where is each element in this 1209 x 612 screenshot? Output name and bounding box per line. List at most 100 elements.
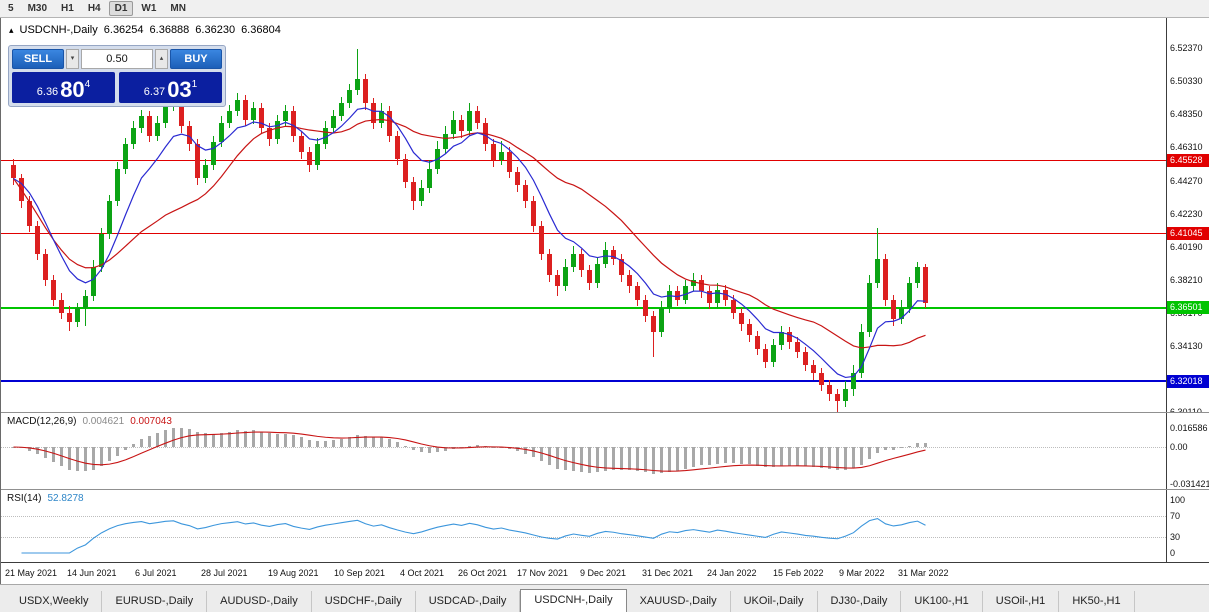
price-plot-area[interactable]: ▴ USDCNH-,Daily 6.36254 6.36888 6.36230 … xyxy=(1,18,1167,412)
rsi-plot-area[interactable]: RSI(14) 52.8278 xyxy=(1,490,1167,562)
tab-audusd-daily[interactable]: AUDUSD-,Daily xyxy=(207,591,312,612)
candle-body xyxy=(587,270,592,284)
macd-histogram-bar xyxy=(444,447,447,451)
candle-body xyxy=(627,274,632,287)
macd-histogram-bar xyxy=(308,439,311,447)
timeframe-button-mn[interactable]: MN xyxy=(170,3,186,14)
buy-price-box[interactable]: 6.37 03 1 xyxy=(119,72,222,103)
macd-histogram-bar xyxy=(604,447,607,471)
timeframe-button-h1[interactable]: H1 xyxy=(61,3,74,14)
timeframe-button-5[interactable]: 5 xyxy=(8,3,14,14)
time-axis: 21 May 2021 14 Jun 2021 6 Jul 2021 28 Jul 2… xyxy=(1,563,1209,584)
tab-usdchf-daily[interactable]: USDCHF-,Daily xyxy=(312,591,416,612)
tab-usdcnh-daily[interactable]: USDCNH-,Daily xyxy=(520,589,627,612)
price-tick: 6.52370 xyxy=(1170,43,1203,54)
volume-decrease-button[interactable]: ▾ xyxy=(66,49,79,69)
candle-body xyxy=(307,152,312,166)
macd-histogram-bar xyxy=(124,447,127,450)
macd-histogram-bar xyxy=(516,447,519,452)
macd-histogram-bar xyxy=(916,442,919,447)
macd-histogram-bar xyxy=(436,447,439,453)
timeframe-toolbar: 5 M30 H1 H4 D1 W1 MN xyxy=(0,0,1209,18)
macd-histogram-bar xyxy=(620,447,623,470)
candle-body xyxy=(755,335,760,349)
tab-eurusd-daily[interactable]: EURUSD-,Daily xyxy=(102,591,208,612)
macd-signal-svg xyxy=(13,431,926,472)
macd-histogram-bar xyxy=(180,427,183,447)
candle-body xyxy=(219,122,224,143)
tab-dj30-daily[interactable]: DJ30-,Daily xyxy=(818,591,902,612)
macd-axis-tick: 0.00 xyxy=(1170,442,1188,452)
macd-histogram-bar xyxy=(804,447,807,467)
macd-histogram-bar xyxy=(500,447,503,448)
tab-hk50-h1[interactable]: HK50-,H1 xyxy=(1059,591,1135,612)
rsi-axis: 100 70 30 0 xyxy=(1167,490,1209,562)
macd-histogram-bar xyxy=(524,447,527,454)
macd-histogram-bar xyxy=(12,447,15,448)
macd-histogram-bar xyxy=(468,445,471,447)
price-level-line[interactable] xyxy=(1,232,1166,234)
macd-histogram-bar xyxy=(348,437,351,447)
date-label: 31 Dec 2021 xyxy=(642,568,694,578)
candle-body xyxy=(619,258,624,275)
tab-xauusd-daily[interactable]: XAUUSD-,Daily xyxy=(627,591,731,612)
price-level-line[interactable] xyxy=(1,380,1166,383)
timeframe-button-d1[interactable]: D1 xyxy=(108,1,134,16)
candle-body xyxy=(883,258,888,300)
price-chart-panel[interactable]: ▴ USDCNH-,Daily 6.36254 6.36888 6.36230 … xyxy=(1,18,1209,413)
timeframe-button-h4[interactable]: H4 xyxy=(87,3,101,14)
macd-histogram-bar xyxy=(364,435,367,447)
candle-body xyxy=(891,299,896,320)
timeframe-button-w1[interactable]: W1 xyxy=(141,3,157,14)
candle-body xyxy=(555,274,560,287)
price-axis: 6.52370 6.50330 6.48350 6.46310 6.44270 6.422… xyxy=(1167,18,1209,412)
candle-body xyxy=(115,168,120,202)
macd-histogram-bar xyxy=(100,447,103,467)
macd-histogram-bar xyxy=(668,447,671,472)
sell-price-big: 80 xyxy=(60,77,85,102)
macd-histogram-bar xyxy=(820,447,823,468)
macd-histogram-bar xyxy=(60,447,63,467)
tab-uk100-h1[interactable]: UK100-,H1 xyxy=(901,591,983,612)
date-label: 21 May 2021 xyxy=(5,568,58,578)
date-label: 15 Feb 2022 xyxy=(773,568,824,578)
tab-usdx-weekly[interactable]: USDX,Weekly xyxy=(6,591,103,612)
date-label: 17 Nov 2021 xyxy=(517,568,569,578)
macd-histogram-bar xyxy=(300,437,303,447)
price-tick: 6.44270 xyxy=(1170,175,1203,186)
macd-histogram-bar xyxy=(852,447,855,469)
macd-histogram-bar xyxy=(396,442,399,447)
price-level-line[interactable] xyxy=(1,306,1166,309)
tab-usdcad-daily[interactable]: USDCAD-,Daily xyxy=(416,591,521,612)
macd-histogram-bar xyxy=(796,447,799,466)
candle-body xyxy=(595,263,600,284)
macd-plot-area[interactable]: MACD(12,26,9) 0.004621 0.007043 xyxy=(1,413,1167,489)
macd-histogram-bar xyxy=(316,440,319,447)
macd-signal-value: 0.007043 xyxy=(130,416,172,427)
tab-usoil-h1[interactable]: USOil-,H1 xyxy=(983,591,1060,612)
chart-header: ▴ USDCNH-,Daily 6.36254 6.36888 6.36230 … xyxy=(9,24,281,36)
macd-histogram-bar xyxy=(700,447,703,466)
candle-body xyxy=(731,299,736,313)
timeframe-button-m30[interactable]: M30 xyxy=(27,3,48,14)
macd-histogram-bar xyxy=(828,447,831,469)
price-tick: 6.50330 xyxy=(1170,76,1203,87)
rsi-indicator-panel[interactable]: RSI(14) 52.8278 100 70 30 0 xyxy=(1,490,1209,563)
price-level-line[interactable] xyxy=(1,159,1166,161)
buy-button[interactable]: BUY xyxy=(170,49,222,69)
one-click-trading-widget: SELL ▾ 0.50 ▴ BUY 6.36 80 4 6.37 03 1 xyxy=(8,45,226,107)
tab-ukoil-daily[interactable]: UKOil-,Daily xyxy=(731,591,818,612)
macd-indicator-panel[interactable]: MACD(12,26,9) 0.004621 0.007043 0.016586… xyxy=(1,413,1209,490)
volume-input[interactable]: 0.50 xyxy=(81,49,153,69)
macd-axis-tick: 0.016586 xyxy=(1170,422,1208,433)
chart-tabs-bar: USDX,Weekly EURUSD-,Daily AUDUSD-,Daily USD… xyxy=(0,584,1209,612)
volume-increase-button[interactable]: ▴ xyxy=(155,49,168,69)
rsi-axis-tick: 30 xyxy=(1170,532,1181,543)
candle-body xyxy=(43,253,48,280)
macd-histogram-bar xyxy=(228,431,231,447)
macd-histogram-bar xyxy=(332,440,335,447)
macd-label: MACD(12,26,9) 0.004621 0.007043 xyxy=(7,416,172,427)
sell-button[interactable]: SELL xyxy=(12,49,64,69)
candle-body xyxy=(259,108,264,128)
sell-price-box[interactable]: 6.36 80 4 xyxy=(12,72,115,103)
